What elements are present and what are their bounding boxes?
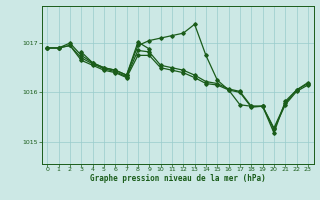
X-axis label: Graphe pression niveau de la mer (hPa): Graphe pression niveau de la mer (hPa) xyxy=(90,174,266,183)
